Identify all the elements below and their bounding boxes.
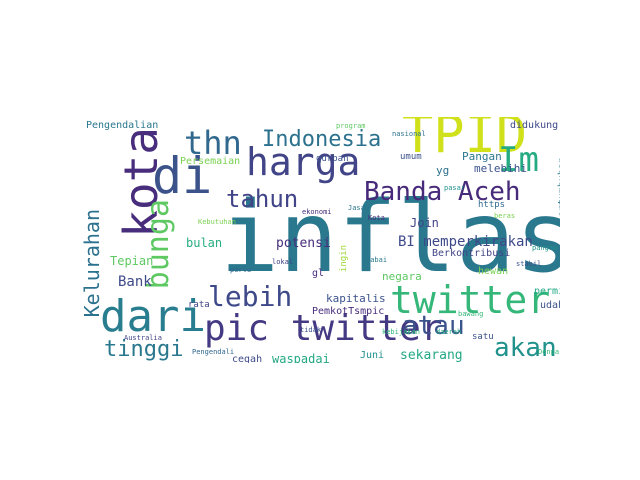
word: Join — [410, 216, 439, 230]
word: cegah — [232, 354, 263, 364]
word: kebijakan — [382, 328, 420, 336]
word: lokal — [272, 258, 294, 266]
word: https — [478, 200, 506, 210]
word: Kelurahan — [80, 209, 104, 318]
word: BI memperkirakan — [398, 234, 533, 250]
word: Bank — [118, 274, 152, 290]
word: sekarang — [400, 348, 463, 363]
word: di — [152, 147, 213, 205]
word: Berkontribusi — [432, 248, 511, 259]
word: program — [336, 122, 366, 130]
word: TPID — [402, 117, 528, 165]
word: Jasa — [348, 204, 365, 212]
word: akan — [494, 333, 557, 363]
word: Kota — [368, 214, 385, 222]
word: tinggi — [104, 337, 184, 362]
word: pic twitter — [204, 308, 443, 349]
word: harga — [246, 140, 361, 184]
word: cabai — [366, 256, 388, 264]
word: stabil — [516, 260, 542, 268]
word: thn — [184, 124, 242, 162]
word: beras — [494, 212, 516, 220]
word: Juni — [360, 350, 385, 361]
word: daerah — [436, 328, 462, 336]
word: tahun — [226, 185, 299, 213]
word: umum — [400, 152, 422, 162]
word: didukung — [510, 120, 559, 131]
word: twitter — [390, 278, 551, 322]
word: inflasi — [220, 181, 560, 295]
word: Im — [498, 140, 539, 180]
word: hewan — [478, 266, 509, 277]
word: ingin — [339, 245, 349, 273]
word: bulan — [186, 236, 223, 250]
word: negara — [382, 270, 422, 283]
word: Indonesia — [262, 127, 382, 152]
word: waspadai — [272, 352, 330, 363]
word: Pengendali — [192, 348, 235, 356]
word: rata — [188, 300, 210, 310]
word: Pangan — [462, 150, 502, 163]
word: kapitalis — [326, 292, 386, 305]
word-cloud: inflasi di kota harga TPID pic twitter d… — [80, 117, 560, 363]
word: potensi — [276, 236, 331, 251]
word: PemkotTsmpic — [312, 306, 385, 317]
word: tidak — [300, 326, 322, 334]
word: ekonomi — [302, 208, 332, 216]
word: satu — [472, 332, 494, 342]
word: yg — [436, 164, 450, 177]
word: pasar — [444, 184, 466, 192]
word: atau — [402, 311, 465, 341]
word: Banda Aceh — [364, 177, 521, 207]
word: lebih — [208, 280, 293, 313]
word: Australia — [124, 334, 162, 342]
word: pangan — [532, 244, 558, 252]
word: Pengendalian — [86, 120, 159, 131]
word: permintaan — [534, 286, 560, 297]
word: dari — [100, 291, 206, 342]
word: qurban — [316, 154, 349, 164]
word: melebihi — [474, 162, 527, 175]
word: gl — [312, 268, 325, 279]
word: Kebutuhan — [198, 218, 236, 226]
word: perlu — [230, 266, 252, 274]
word: Persemaian — [180, 156, 241, 167]
word: nasional — [392, 130, 426, 138]
word: bawang — [458, 310, 484, 318]
word: Denpasar — [538, 348, 560, 356]
word: pertumbuhan — [557, 157, 560, 224]
word: Tepian — [110, 254, 154, 268]
